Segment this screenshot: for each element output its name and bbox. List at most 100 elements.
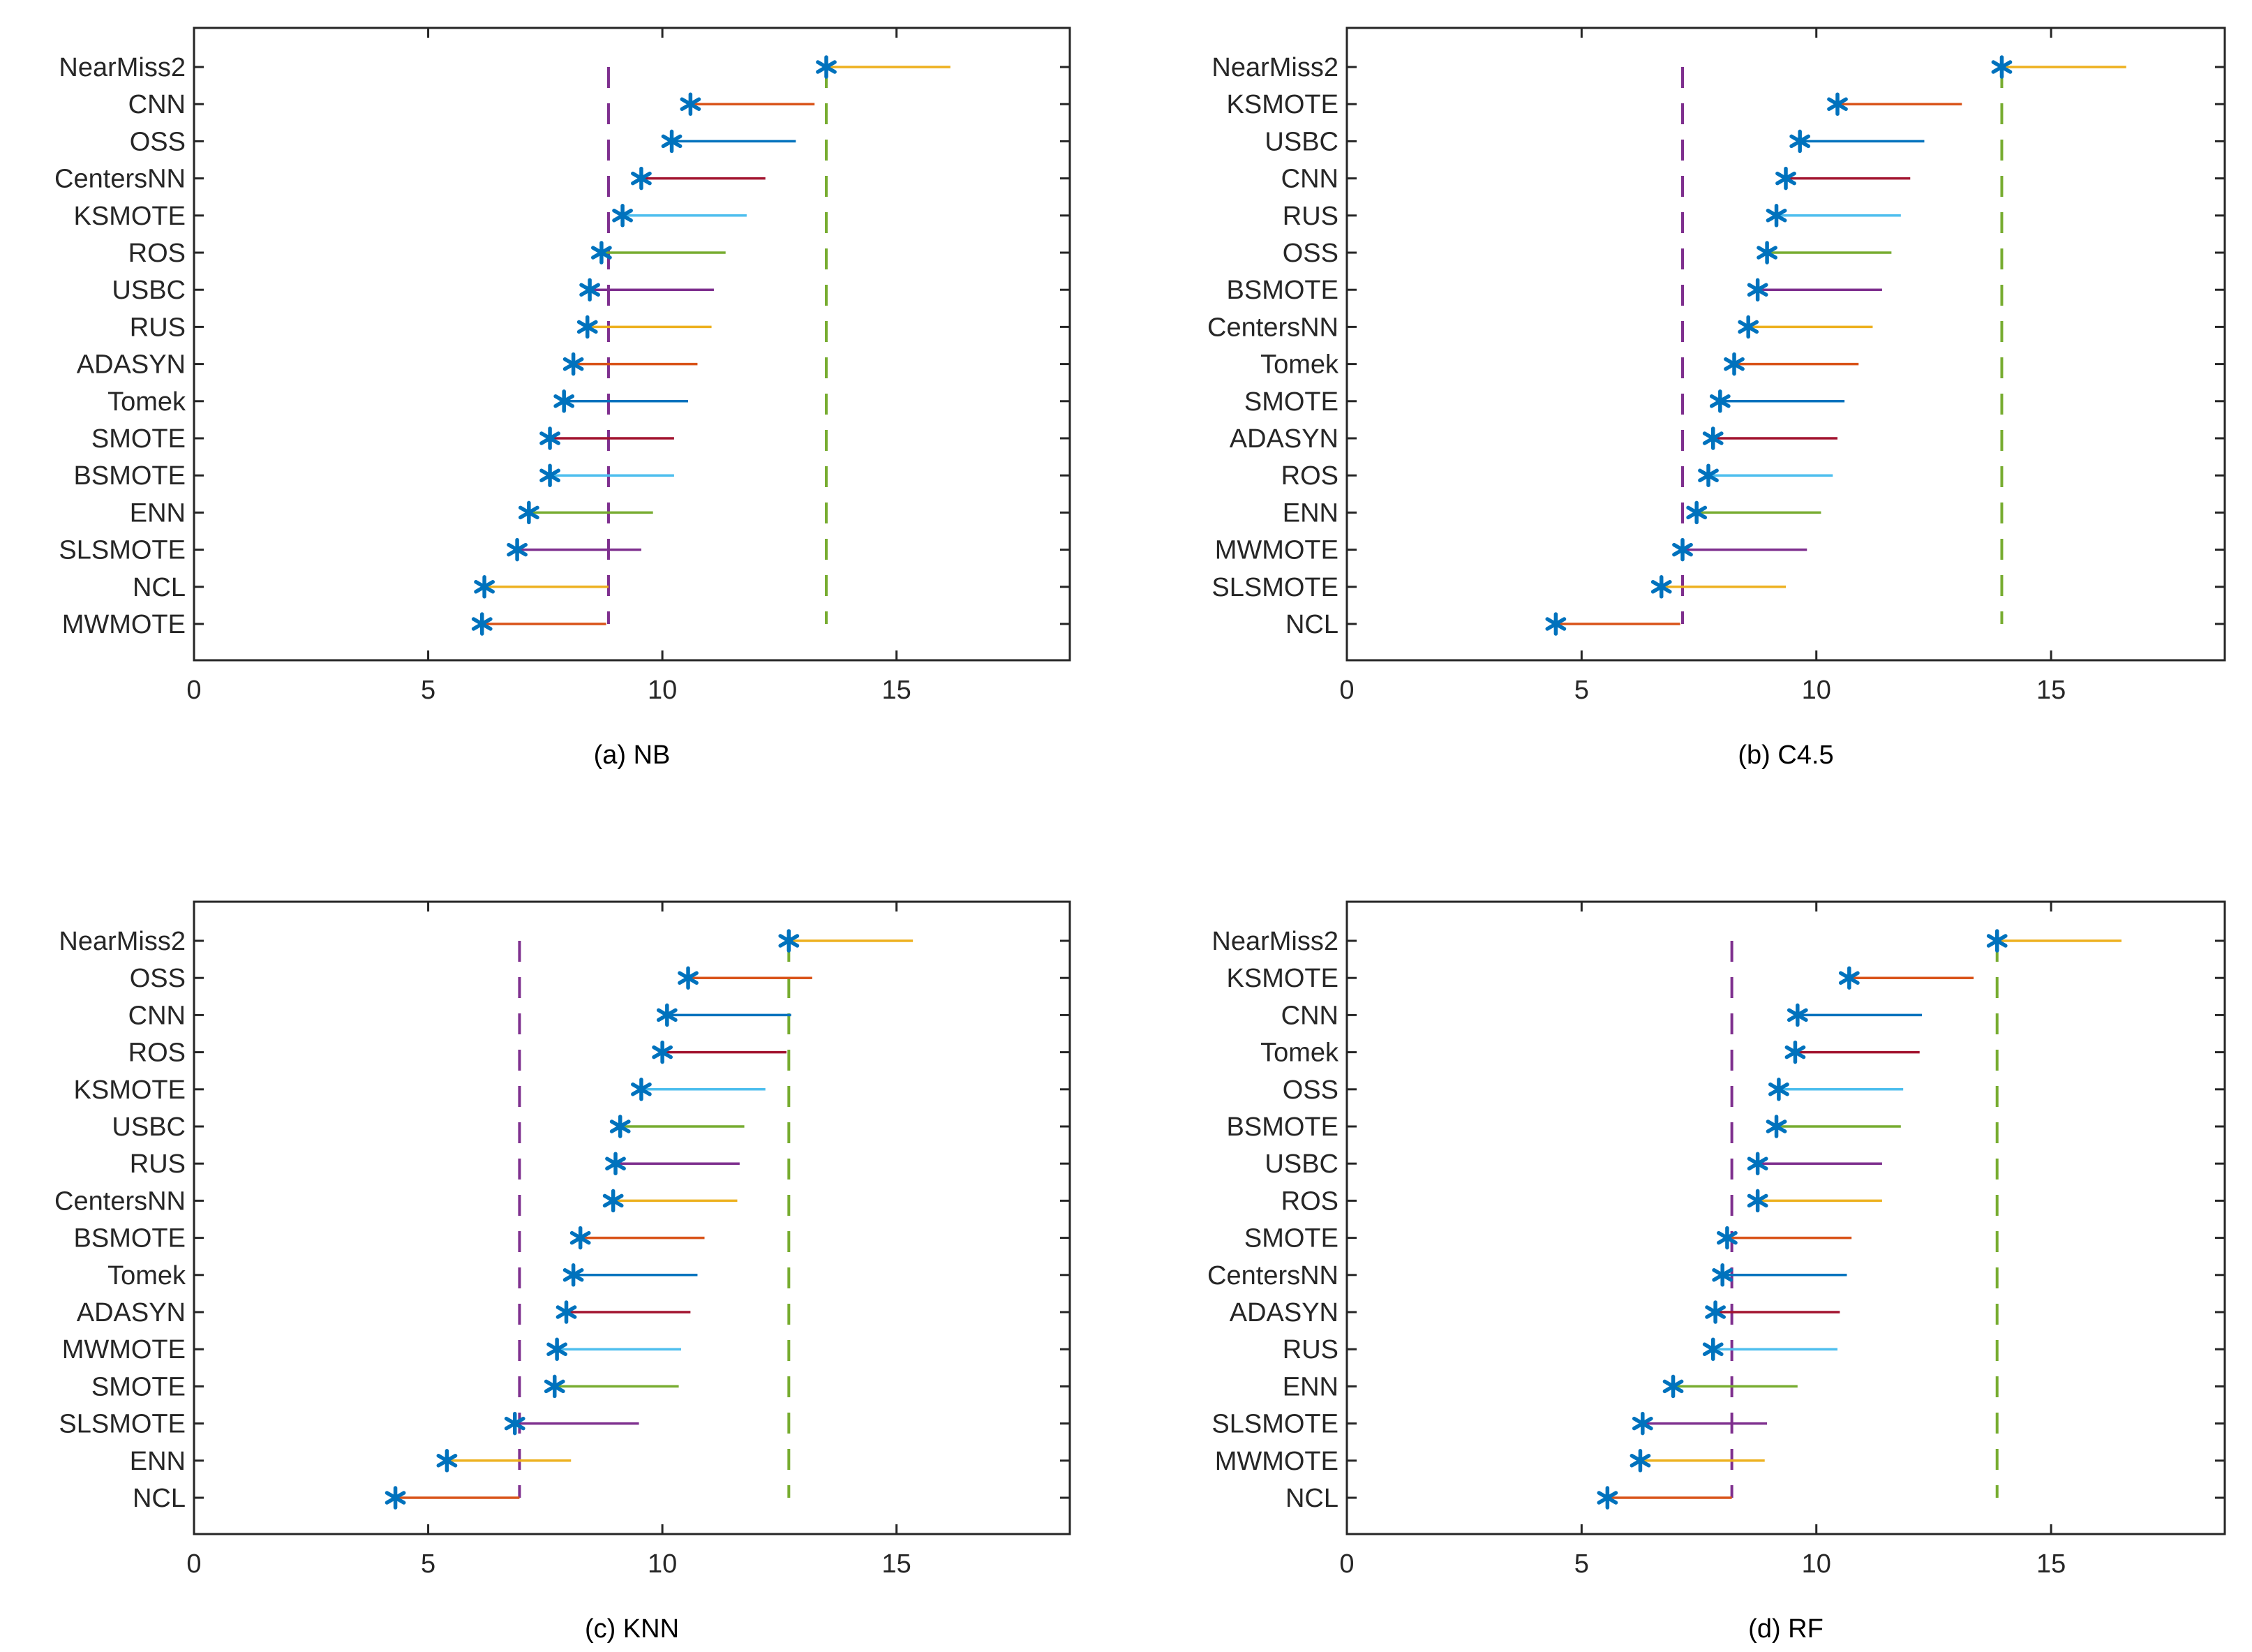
rank-marker (544, 1374, 565, 1399)
rank-marker (1766, 1115, 1787, 1138)
x-tick-label: 15 (882, 1549, 911, 1579)
rank-marker (1838, 966, 1860, 990)
rank-marker (1738, 315, 1759, 339)
rank-marker (471, 612, 493, 636)
category-label: OSS (1283, 1076, 1338, 1105)
rank-marker (504, 1411, 525, 1436)
rank-marker (1789, 129, 1811, 154)
rank-marker (1775, 166, 1796, 191)
category-label: ROS (128, 1039, 186, 1068)
category-label: RUS (130, 1149, 186, 1179)
category-label: SLSMOTE (59, 536, 186, 565)
rank-marker (507, 537, 528, 562)
rank-marker (612, 204, 633, 228)
category-label: NCL (133, 1484, 186, 1513)
rank-marker (539, 426, 560, 450)
rank-marker (656, 1003, 678, 1027)
x-tick-label: 10 (648, 676, 677, 705)
rank-marker (1702, 1337, 1724, 1361)
panel-caption: (c) KNN (585, 1614, 679, 1644)
category-label: BSMOTE (1227, 1113, 1338, 1142)
x-tick-label: 5 (1574, 1549, 1589, 1579)
rank-marker (778, 929, 800, 953)
category-label: Tomek (107, 387, 186, 417)
chart-panel-3: 0 5 10 15 NearMiss2 OSS CNN ROS KSMOTE USBC RUS Cen… (54, 900, 1071, 1644)
rank-marker (631, 166, 652, 191)
x-tick-label: 10 (648, 1549, 677, 1579)
rank-marker (555, 1300, 577, 1324)
category-label: Tomek (107, 1261, 186, 1290)
rank-marker (816, 55, 837, 79)
rank-marker (1632, 1411, 1653, 1436)
rank-marker (602, 1189, 624, 1213)
rank-marker (1747, 278, 1768, 302)
category-label: NearMiss2 (59, 927, 186, 956)
rank-marker (562, 1263, 584, 1287)
rank-marker (576, 315, 598, 339)
axes-frame (193, 27, 1071, 662)
x-tick-label: 5 (421, 676, 435, 705)
axes-frame (1345, 27, 2226, 662)
category-label: BSMOTE (74, 461, 186, 491)
rank-marker (1709, 389, 1731, 413)
category-label: SMOTE (91, 424, 186, 454)
rank-marker (652, 1040, 673, 1064)
rank-marker (569, 1226, 591, 1250)
rank-marker (1597, 1486, 1618, 1510)
category-label: OSS (130, 964, 186, 993)
category-label: KSMOTE (74, 202, 186, 231)
rank-marker (553, 389, 575, 413)
category-label: NCL (1285, 1484, 1338, 1513)
category-label: ROS (128, 239, 186, 268)
rank-marker (562, 352, 584, 376)
rank-marker (661, 129, 683, 154)
rank-marker (1747, 1189, 1768, 1213)
category-label: MWMOTE (1215, 1447, 1338, 1476)
category-label: Tomek (1260, 1039, 1339, 1068)
category-label: MWMOTE (1215, 536, 1338, 565)
category-label: KSMOTE (1227, 964, 1338, 993)
category-label: OSS (1283, 239, 1338, 268)
category-label: CNN (128, 1001, 186, 1030)
x-tick-label: 5 (421, 1549, 435, 1579)
x-tick-label: 0 (186, 1549, 201, 1579)
category-label: KSMOTE (1227, 90, 1338, 119)
category-label: ADASYN (77, 350, 186, 380)
category-label: BSMOTE (74, 1224, 186, 1253)
rank-marker (1991, 55, 2013, 79)
x-tick-label: 0 (1339, 676, 1354, 705)
panel-caption: (d) RF (1748, 1614, 1824, 1644)
category-label: RUS (1283, 202, 1338, 231)
axes-frame (193, 900, 1071, 1535)
x-tick-label: 0 (186, 676, 201, 705)
rank-marker (1717, 1226, 1738, 1250)
rank-marker (1630, 1449, 1651, 1473)
rank-marker (1766, 204, 1787, 228)
category-label: CNN (128, 90, 186, 119)
rank-marker (474, 575, 495, 599)
category-label: SLSMOTE (59, 1410, 186, 1439)
category-label: NCL (1285, 610, 1338, 639)
rank-marker (1784, 1040, 1806, 1064)
category-label: CentersNN (54, 1186, 186, 1216)
axes-frame (1345, 900, 2226, 1535)
category-label: Tomek (1260, 350, 1339, 380)
rank-marker (678, 966, 699, 990)
category-label: NearMiss2 (1211, 927, 1338, 956)
rank-marker (1757, 241, 1777, 265)
rank-marker (1662, 1374, 1684, 1399)
category-label: ENN (130, 1447, 186, 1476)
chart-panel-1: 0 5 10 15 NearMiss2 CNN OSS CentersNN KSMOTE ROS U… (54, 27, 1071, 770)
rank-marker (385, 1486, 406, 1510)
chart-panel-4: 0 5 10 15 NearMiss2 KSMOTE CNN Tomek OSS BSMOTE US… (1207, 900, 2226, 1644)
category-label: SMOTE (1244, 387, 1338, 417)
category-label: CentersNN (1207, 1261, 1338, 1290)
category-label: CentersNN (1207, 313, 1338, 342)
category-label: SMOTE (1244, 1224, 1338, 1253)
rank-marker (1787, 1003, 1808, 1027)
category-label: USBC (112, 1113, 186, 1142)
category-label: SLSMOTE (1211, 1410, 1338, 1439)
category-label: KSMOTE (74, 1076, 186, 1105)
rank-marker (518, 500, 539, 525)
category-label: USBC (112, 276, 186, 305)
